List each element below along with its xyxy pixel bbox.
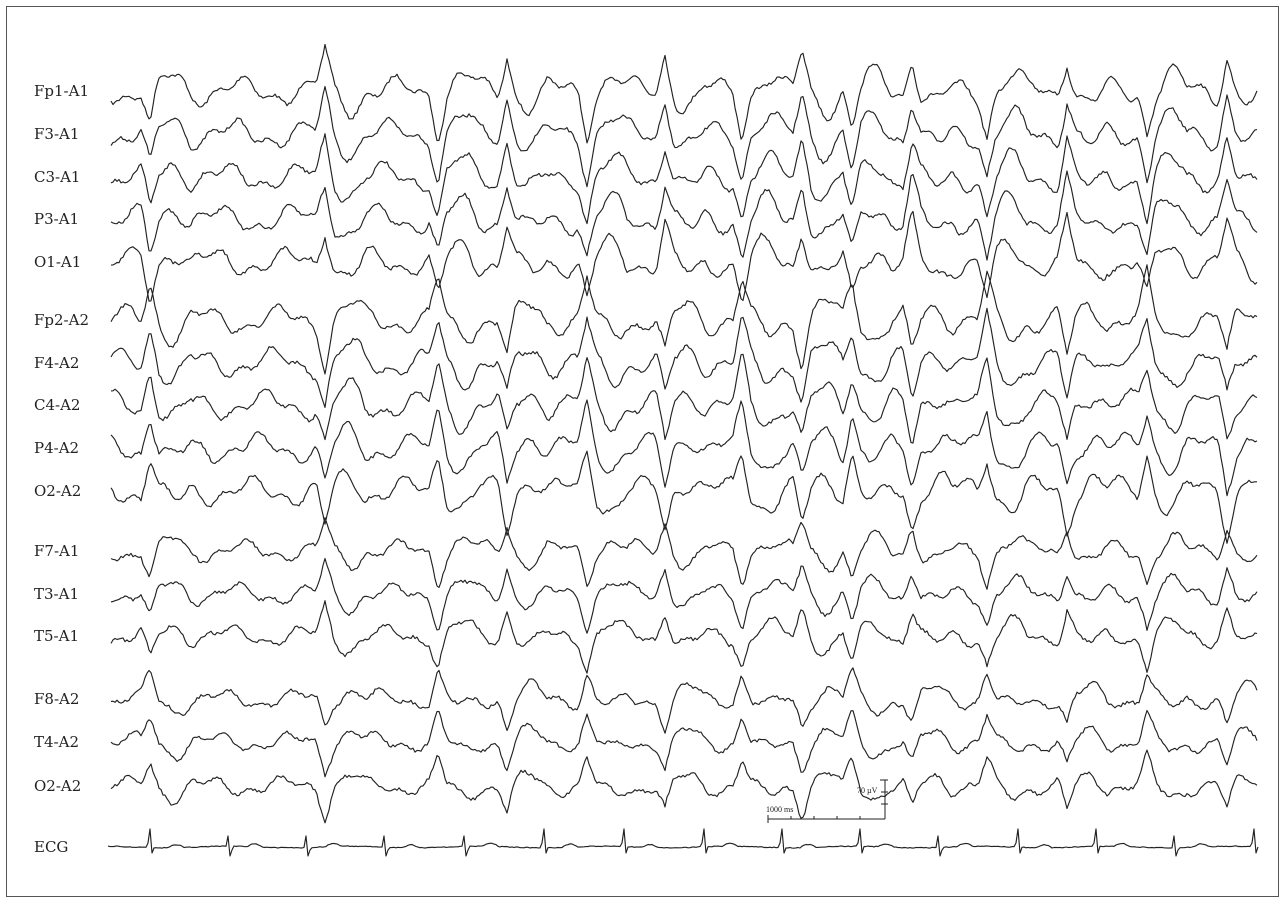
channel-trace: [110, 170, 1258, 261]
channel-trace: [110, 85, 1258, 188]
channel-label: O2-A2: [34, 482, 81, 500]
time-scale-label: 1000 ms: [766, 805, 793, 814]
channel-labels: Fp1-A1 F3-A1 C3-A1 P3-A1 O1-A1 Fp2-A2 F4-A2 C4-…: [34, 82, 89, 856]
channel-trace: [110, 667, 1258, 734]
eeg-recording: Fp1-A1 F3-A1 C3-A1 P3-A1 O1-A1 Fp2-A2 F4-A2 C4-…: [34, 43, 1259, 857]
channel-trace: [110, 210, 1258, 302]
channel-label: P4-A2: [34, 439, 79, 457]
channel-trace: [110, 133, 1258, 225]
channel-trace: [110, 399, 1258, 497]
channel-trace: [107, 828, 1259, 857]
channel-trace: [110, 600, 1258, 674]
channel-trace: [110, 264, 1258, 375]
eeg-figure-frame: Fp1-A1 F3-A1 C3-A1 P3-A1 O1-A1 Fp2-A2 F4-A2 C4-…: [6, 6, 1279, 897]
channel-label: Fp2-A2: [34, 311, 89, 329]
channel-label: P3-A1: [34, 210, 79, 228]
channel-trace: [110, 307, 1258, 408]
channel-trace: [110, 557, 1258, 634]
channel-label: T4-A2: [34, 733, 79, 751]
channel-label: F4-A2: [34, 354, 79, 372]
channel-label: Fp1-A1: [34, 82, 89, 100]
channel-trace: [110, 43, 1258, 144]
channel-label: O1-A1: [34, 253, 81, 271]
amplitude-scale-label: 70 µV: [857, 786, 878, 795]
channel-label: F7-A1: [34, 542, 79, 560]
channel-label: ECG: [34, 838, 68, 856]
channel-label: C3-A1: [34, 168, 80, 186]
channel-label: C4-A2: [34, 396, 80, 414]
channel-trace: [110, 709, 1258, 778]
channel-label: O2-A2: [34, 777, 81, 795]
channel-traces: [107, 43, 1259, 857]
channel-trace: [110, 353, 1258, 444]
channel-label: F3-A1: [34, 125, 79, 143]
channel-label: F8-A2: [34, 690, 79, 708]
channel-label: T5-A1: [34, 627, 79, 645]
channel-label: T3-A1: [34, 585, 79, 603]
channel-trace: [110, 450, 1257, 544]
channel-trace: [110, 749, 1258, 824]
channel-trace: [110, 517, 1258, 590]
calibration-scale-bar: 1000 ms 70 µV: [766, 779, 888, 823]
